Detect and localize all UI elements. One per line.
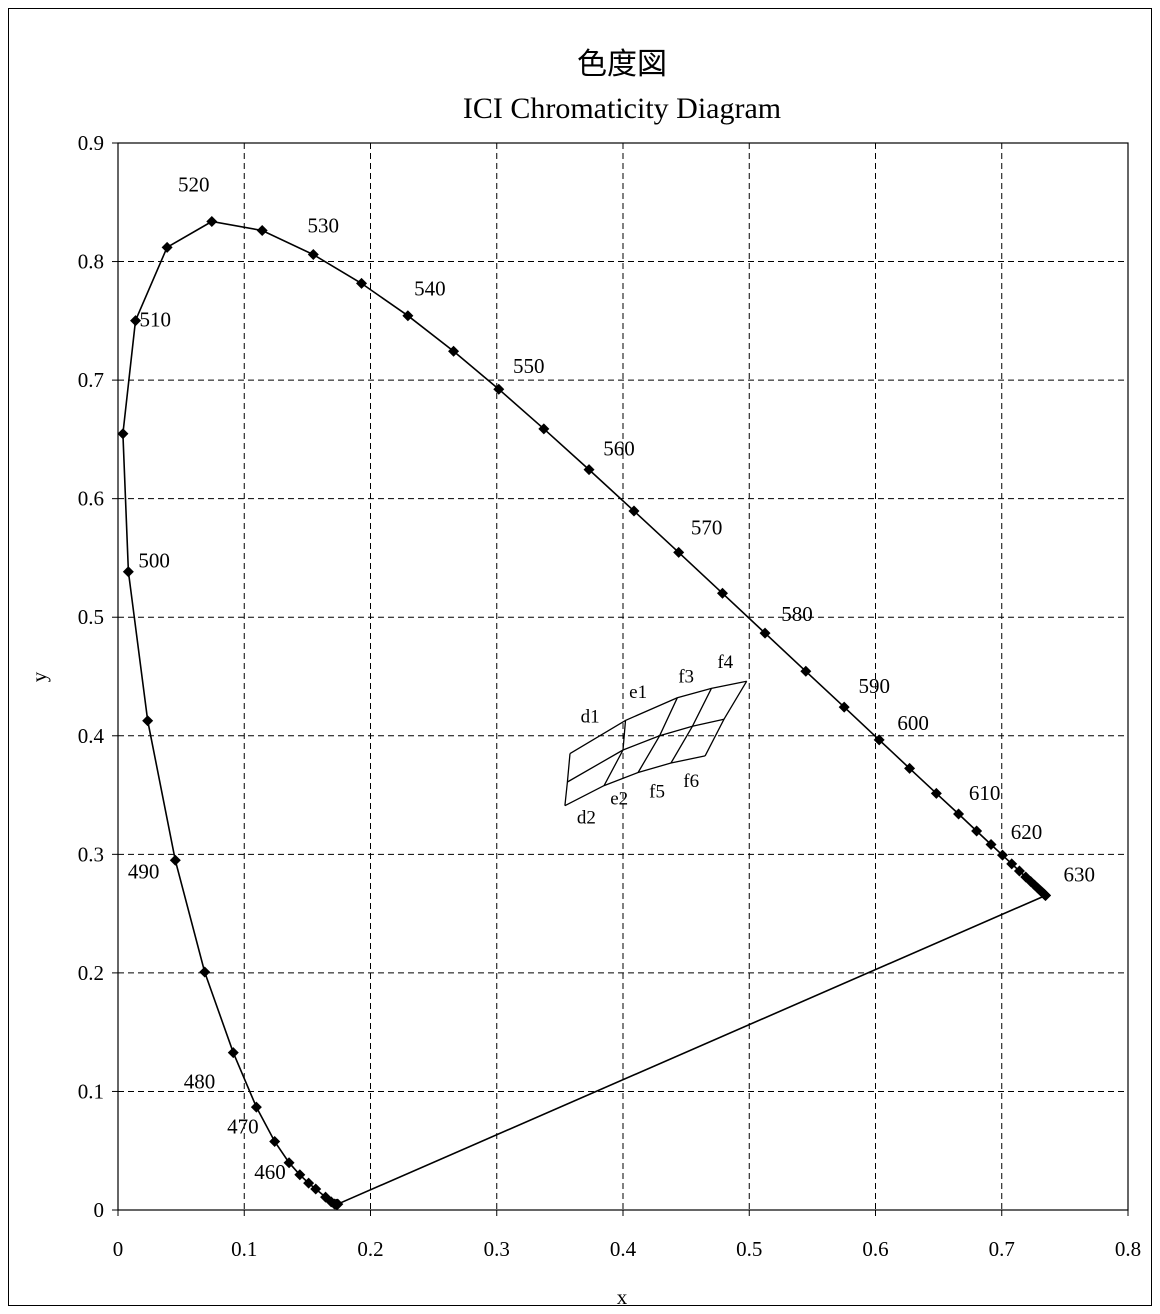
data-point	[673, 546, 685, 558]
region-label: f4	[717, 652, 733, 673]
wavelength-label: 480	[184, 1070, 216, 1094]
data-point	[303, 1177, 315, 1189]
region-column-line	[704, 680, 748, 757]
x-tick-label: 0.3	[484, 1237, 510, 1261]
wavelength-label: 460	[254, 1160, 286, 1184]
wavelength-label: 620	[1011, 820, 1043, 844]
data-point	[250, 1101, 262, 1113]
y-tick-label: 0.8	[78, 250, 104, 274]
y-tick-label: 0.7	[78, 368, 104, 392]
data-point	[320, 1191, 332, 1203]
wavelength-label: 510	[140, 308, 172, 332]
wavelength-label: 590	[858, 674, 890, 698]
y-tick-label: 0.5	[78, 605, 104, 629]
data-point	[716, 587, 728, 599]
chart-title: 色度図	[577, 48, 667, 81]
x-tick-label: 0.7	[989, 1237, 1015, 1261]
data-point	[800, 665, 812, 677]
y-axis-label: y	[27, 671, 51, 682]
data-point	[985, 838, 997, 850]
wavelength-label: 610	[969, 781, 1001, 805]
data-point	[1013, 865, 1025, 877]
data-point	[283, 1157, 295, 1169]
region-row-line	[567, 718, 725, 783]
y-tick-label: 0.3	[78, 842, 104, 866]
data-point	[997, 849, 1009, 861]
data-point	[310, 1183, 322, 1195]
data-point	[838, 701, 850, 713]
wavelength-label: 580	[781, 602, 813, 626]
data-point	[953, 808, 965, 820]
region-label: f6	[683, 771, 699, 792]
data-point	[269, 1135, 281, 1147]
data-point	[122, 566, 134, 578]
wavelength-label: 560	[603, 437, 635, 461]
data-point	[117, 428, 129, 440]
data-point	[142, 715, 154, 727]
purple-line	[337, 894, 1046, 1205]
data-point	[448, 345, 460, 357]
wavelength-label: 540	[414, 277, 446, 301]
region-column-line	[564, 753, 571, 806]
x-tick-label: 0.1	[231, 1237, 257, 1261]
y-tick-label: 0.9	[78, 131, 104, 155]
wavelength-label: 500	[138, 549, 170, 573]
data-point	[294, 1169, 306, 1181]
data-point	[628, 505, 640, 517]
y-tick-label: 0.6	[78, 487, 104, 511]
data-point	[227, 1047, 239, 1059]
data-point	[307, 249, 319, 261]
y-tick-label: 0.1	[78, 1079, 104, 1103]
x-tick-label: 0.6	[862, 1237, 888, 1261]
y-tick-label: 0.4	[78, 724, 105, 748]
region-label: e1	[629, 682, 647, 703]
wavelength-label: 530	[308, 214, 340, 238]
data-point	[402, 310, 414, 322]
chart-frame	[8, 8, 1152, 1306]
wavelength-label: 570	[691, 515, 723, 539]
data-point	[1006, 858, 1018, 870]
region-label: f3	[678, 666, 694, 687]
data-point	[256, 224, 268, 236]
x-tick-label: 0.8	[1115, 1237, 1141, 1261]
x-tick-label: 0.4	[610, 1237, 637, 1261]
data-point	[356, 277, 368, 289]
wavelength-label: 470	[227, 1114, 259, 1138]
data-point	[206, 215, 218, 227]
data-point	[873, 734, 885, 746]
data-point	[130, 315, 142, 327]
region-label: e2	[610, 789, 628, 810]
region-column-line	[670, 688, 712, 764]
data-point	[971, 825, 983, 837]
wavelength-label: 630	[1064, 862, 1096, 886]
data-point	[199, 966, 211, 978]
data-point	[1040, 889, 1052, 901]
data-point	[538, 423, 550, 435]
x-tick-label: 0.2	[357, 1237, 383, 1261]
region-label: f5	[649, 781, 665, 802]
wavelength-label: 550	[513, 354, 545, 378]
y-tick-label: 0.2	[78, 961, 104, 985]
region-label: d2	[577, 808, 596, 829]
x-tick-label: 0.5	[736, 1237, 762, 1261]
x-axis-label: x	[617, 1285, 628, 1309]
data-point	[583, 464, 595, 476]
wavelength-label: 520	[178, 172, 210, 196]
region-label: d1	[581, 707, 600, 728]
region-column-line	[603, 720, 627, 786]
data-point	[759, 627, 771, 639]
data-point	[930, 787, 942, 799]
x-tick-label: 0	[113, 1237, 124, 1261]
wavelength-label: 490	[128, 859, 160, 883]
region-column-line	[637, 697, 678, 773]
data-point	[161, 241, 173, 253]
data-point	[904, 762, 916, 774]
y-tick-label: 0	[94, 1198, 105, 1222]
wavelength-label: 600	[897, 711, 929, 735]
data-point	[169, 854, 181, 866]
data-point	[493, 383, 505, 395]
chart-subtitle: ICI Chromaticity Diagram	[463, 92, 781, 125]
